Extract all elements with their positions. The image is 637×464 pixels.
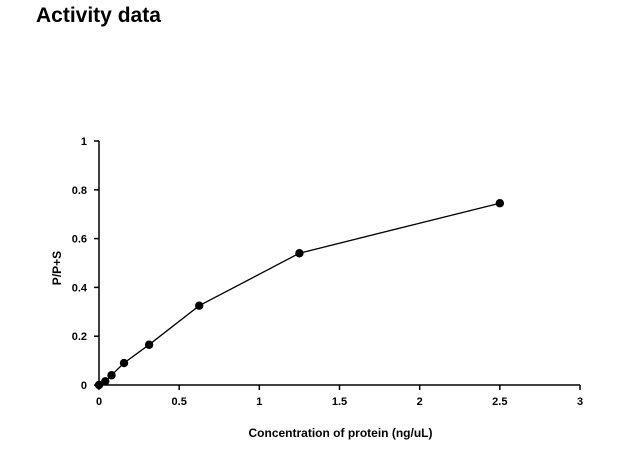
y-tick-label: 0.2 — [72, 331, 87, 343]
x-tick-label: 0.5 — [172, 396, 187, 408]
y-tick-label: 1 — [81, 136, 87, 148]
page-title: Activity data — [36, 4, 161, 27]
x-tick-label: 0 — [96, 396, 102, 408]
chart-axes — [98, 141, 580, 386]
x-tick-label: 1 — [256, 396, 262, 408]
series-points — [94, 199, 505, 390]
x-tick-label: 2.5 — [492, 396, 507, 408]
x-tick-label: 1.5 — [332, 396, 347, 408]
y-axis-label: P/P+S — [50, 251, 64, 285]
y-tick-label: 0 — [81, 380, 87, 392]
series-lines — [98, 202, 500, 386]
x-tick-label: 3 — [577, 396, 583, 408]
y-tick-label: 0.4 — [72, 282, 88, 294]
y-axis-ticks: 0 0.2 0.4 0.6 0.8 1 — [72, 136, 99, 392]
x-axis-label: Concentration of protein (ng/uL) — [249, 426, 433, 440]
data-point — [101, 377, 110, 386]
data-point — [107, 371, 116, 380]
x-tick-label: 2 — [417, 396, 423, 408]
data-point — [495, 199, 505, 208]
data-point — [119, 358, 129, 368]
x-axis-ticks: 0 0.5 1 1.5 2 2.5 3 — [96, 385, 583, 408]
series-line — [98, 202, 500, 386]
data-point — [144, 340, 154, 349]
data-point — [195, 301, 204, 310]
y-tick-label: 0.8 — [72, 185, 87, 197]
data-point — [94, 380, 104, 390]
data-point — [295, 249, 304, 258]
y-tick-label: 0.6 — [72, 234, 87, 246]
